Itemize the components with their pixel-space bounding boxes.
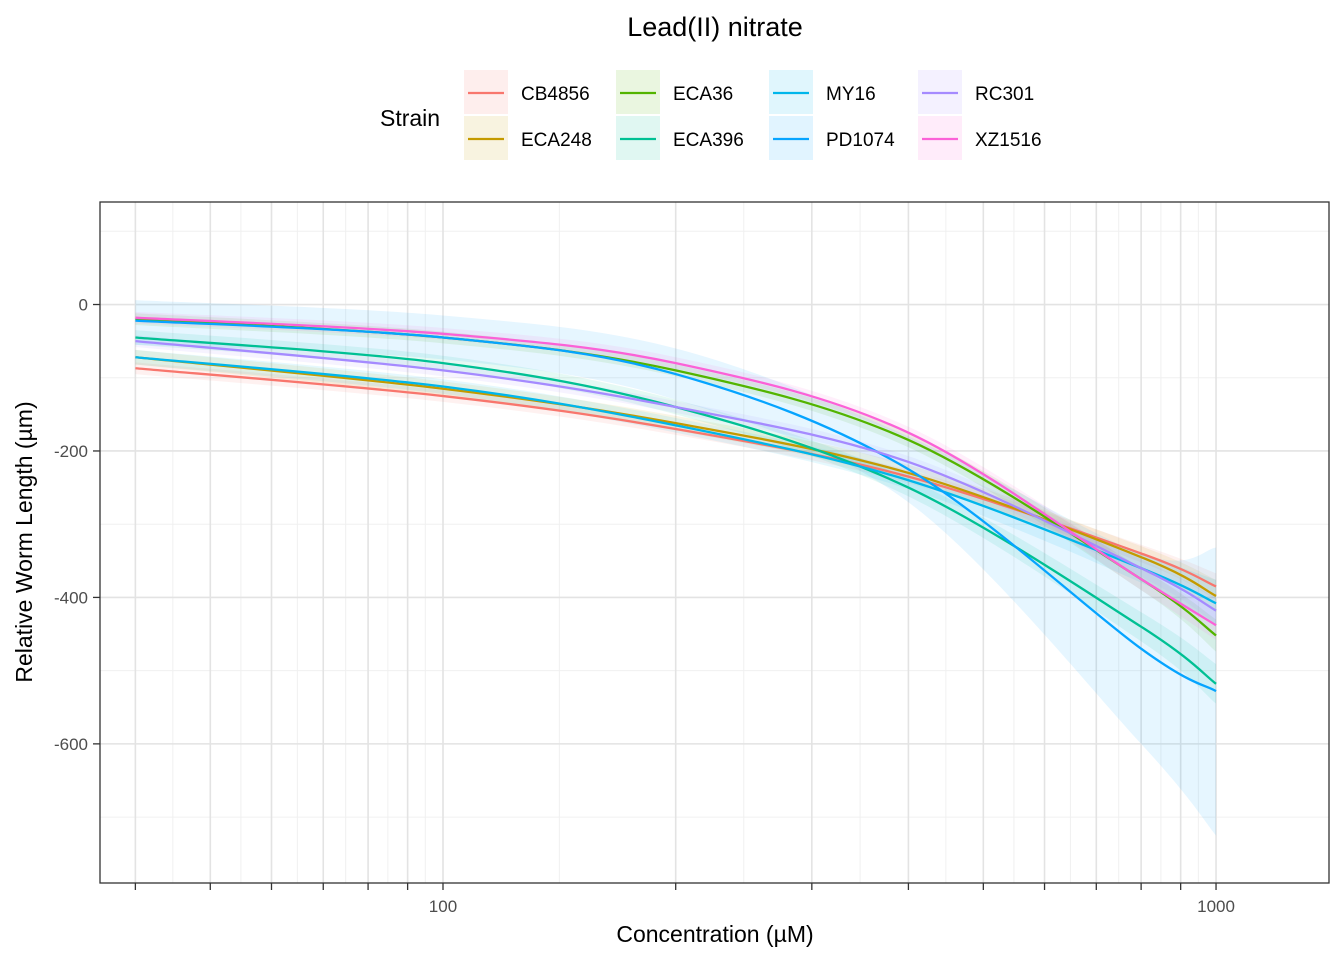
legend-label: ECA248 bbox=[521, 130, 592, 151]
line-pd1074 bbox=[135, 319, 1217, 693]
chart-title: Lead(II) nitrate bbox=[627, 12, 803, 42]
legend: Strain CB4856 ECA248 ECA36 ECA396 MY16 PD1074… bbox=[380, 70, 1042, 160]
legend-item-eca396: ECA396 bbox=[616, 116, 744, 160]
legend-title: Strain bbox=[380, 105, 440, 131]
legend-label: CB4856 bbox=[521, 84, 590, 105]
y-axis: 0 -200 -400 -600 bbox=[54, 296, 100, 754]
plot-panel bbox=[99, 201, 1330, 884]
ribbon-eca36 bbox=[135, 313, 1217, 652]
x-tick-label: 1000 bbox=[1197, 897, 1235, 916]
y-tick-label: -600 bbox=[54, 735, 88, 754]
line-rc301 bbox=[135, 339, 1217, 612]
legend-label: XZ1516 bbox=[975, 130, 1042, 151]
legend-item-cb4856: CB4856 bbox=[464, 70, 590, 114]
y-axis-title: Relative Worm Length (µm) bbox=[11, 401, 37, 682]
grid-major bbox=[100, 202, 1329, 883]
line-eca248 bbox=[135, 356, 1217, 597]
plot-border bbox=[99, 201, 1330, 884]
legend-item-eca248: ECA248 bbox=[464, 116, 592, 160]
y-tick-label: -200 bbox=[54, 442, 88, 461]
plot-background bbox=[100, 202, 1329, 883]
x-axis: 100 1000 bbox=[134, 883, 1235, 916]
legend-label: ECA396 bbox=[673, 130, 744, 151]
ribbon-eca396 bbox=[135, 330, 1217, 704]
y-tick-label: -400 bbox=[54, 588, 88, 607]
line-xz1516 bbox=[135, 316, 1217, 627]
legend-item-xz1516: XZ1516 bbox=[918, 116, 1042, 160]
grid-minor bbox=[100, 202, 1329, 883]
legend-item-pd1074: PD1074 bbox=[769, 116, 895, 160]
legend-label: MY16 bbox=[826, 84, 876, 105]
line-cb4856 bbox=[135, 367, 1217, 588]
x-tick-label: 100 bbox=[429, 897, 457, 916]
legend-item-rc301: RC301 bbox=[918, 70, 1034, 114]
legend-label: PD1074 bbox=[826, 130, 895, 151]
series-lines bbox=[135, 316, 1217, 693]
x-axis-title: Concentration (µM) bbox=[616, 921, 813, 947]
line-eca396 bbox=[135, 336, 1217, 685]
legend-label: RC301 bbox=[975, 84, 1034, 105]
confidence-ribbons bbox=[135, 300, 1217, 836]
ribbon-pd1074 bbox=[135, 300, 1217, 836]
y-tick-label: 0 bbox=[79, 296, 88, 315]
legend-label: ECA36 bbox=[673, 84, 733, 105]
legend-item-my16: MY16 bbox=[769, 70, 876, 114]
legend-item-eca36: ECA36 bbox=[616, 70, 733, 114]
